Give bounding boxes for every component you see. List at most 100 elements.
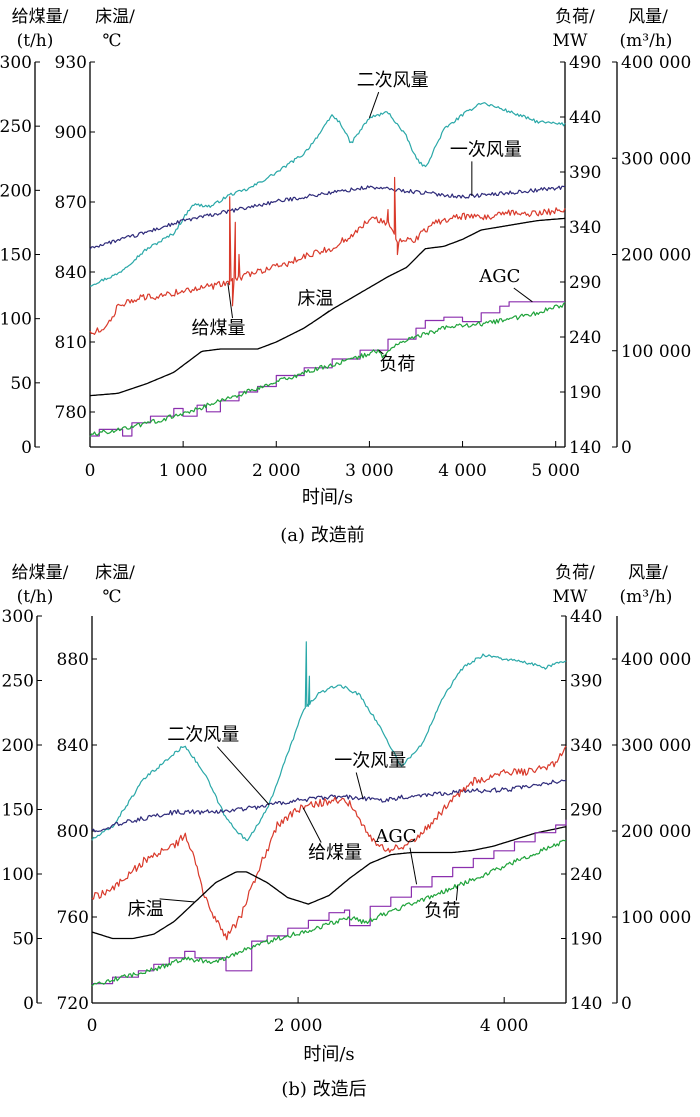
load-tick-label: 240 [569,328,601,348]
annotation-label: 给煤量 [308,843,362,864]
coal-tick-label: 0 [21,438,32,458]
coal-axis-title: 给煤量/ [12,7,69,27]
annotation-leader [513,287,533,303]
bedtemp-tick-label: 720 [57,994,89,1014]
series-load [91,839,567,987]
coal-tick-label: 150 [0,246,32,266]
series-secondary_air [90,102,566,287]
annotation-label: AGC [478,266,520,287]
load-axis-title: 负荷/ [555,7,595,27]
load-tick-label: 340 [570,736,602,756]
annotation-leader [409,847,418,885]
load-tick-label: 440 [569,108,601,128]
x-axis-label: 时间/s [303,1044,354,1065]
coal-axis-unit: (t/h) [17,31,54,51]
x-tick-label: 0 [85,461,96,481]
bedtemp-tick-label: 780 [55,403,87,423]
annotation-leader [216,746,270,806]
bedtemp-tick-label: 840 [55,263,87,283]
coal-tick-label: 200 [2,736,34,756]
air-tick-label: 200 000 [621,246,691,266]
chart-panel-b: 0 2 000 4 000 时间/s (b) 改造后 0 50 100 150 200 250 300… [2,563,692,1100]
coal-axis-title: 给煤量/ [12,563,69,583]
x-tick-label: 0 [87,1016,98,1036]
load-tick-label: 390 [569,163,601,183]
air-axis-title: 风量/ [628,7,668,27]
annotation-leader [159,898,196,903]
coal-tick-label: 250 [2,672,34,692]
x-tick-label: 3 000 [345,461,394,481]
chart-panel-a: 0 1 000 2 000 3 000 4 000 5 000 时间/s (a) 改造前 0 50… [0,7,691,546]
x-tick-label: 4 000 [480,1016,529,1036]
bedtemp-tick-label: 900 [55,123,87,143]
x-tick-label: 5 000 [531,461,580,481]
annotation-leader [378,349,384,355]
panel-caption: (b) 改造后 [281,1079,366,1100]
air-axis-unit: (m³/h) [620,587,673,607]
annotation-leader [355,772,364,799]
air-tick-label: 200 000 [621,822,691,842]
air-tick-label: 100 000 [621,908,691,928]
coal-tick-label: 100 [0,310,32,330]
load-tick-label: 290 [569,273,601,293]
series-coal [91,745,567,941]
coal-tick-label: 0 [23,994,34,1014]
bedtemp-axis-unit: ℃ [102,587,121,607]
coal-tick-label: 150 [2,801,34,821]
coal-tick-label: 300 [0,53,32,73]
annotation-leader [227,283,234,319]
annotation-label: 给煤量 [192,318,246,339]
load-axis-unit: MW [553,587,588,607]
air-tick-label: 100 000 [621,342,691,362]
bedtemp-tick-label: 870 [55,193,87,213]
x-tick-label: 4 000 [438,461,487,481]
annotation-label: 一次风量 [334,751,406,772]
bedtemp-tick-label: 810 [55,333,87,353]
load-tick-label: 140 [569,438,601,458]
coal-tick-label: 50 [10,374,32,394]
series-load [89,301,566,437]
coal-tick-label: 300 [2,607,34,627]
annotation-label: AGC [374,826,416,847]
bedtemp-tick-label: 840 [57,736,89,756]
air-tick-label: 300 000 [621,149,691,169]
coal-tick-label: 200 [0,181,32,201]
annotation-leader [368,91,380,118]
series-coal [89,176,566,335]
annotation-leader [322,310,330,316]
annotation-leader [302,807,322,843]
air-tick-label: 400 000 [621,53,691,73]
annotation-label: 负荷 [379,354,415,375]
air-tick-label: 0 [621,994,632,1014]
x-axis-label: 时间/s [302,487,353,508]
coal-tick-label: 50 [12,930,34,950]
air-axis-title: 风量/ [628,563,668,583]
bedtemp-tick-label: 800 [57,822,89,842]
load-tick-label: 190 [569,383,601,403]
annotation-leader [455,885,459,901]
annotation-label: 一次风量 [450,139,522,160]
load-tick-label: 240 [570,865,602,885]
load-axis-unit: MW [553,31,588,51]
annotation-label: 床温 [297,289,333,310]
series-bedtemp [91,826,567,940]
bedtemp-tick-label: 930 [55,53,87,73]
air-tick-label: 0 [621,438,632,458]
load-tick-label: 490 [569,53,601,73]
load-tick-label: 440 [570,607,602,627]
x-tick-label: 1 000 [159,461,208,481]
series-secondary_air [91,641,567,842]
load-tick-label: 190 [570,930,602,950]
annotation-label: 负荷 [424,901,460,922]
coal-tick-label: 100 [2,865,34,885]
annotation-label: 二次风量 [167,725,239,746]
panel-caption: (a) 改造前 [280,525,365,546]
load-tick-label: 340 [569,218,601,238]
series-agc [90,301,565,437]
load-tick-label: 390 [570,672,602,692]
x-tick-label: 2 000 [252,461,301,481]
bedtemp-axis-unit: ℃ [102,31,121,51]
air-tick-label: 400 000 [621,650,691,670]
air-axis-unit: (m³/h) [620,31,673,51]
load-tick-label: 140 [570,994,602,1014]
